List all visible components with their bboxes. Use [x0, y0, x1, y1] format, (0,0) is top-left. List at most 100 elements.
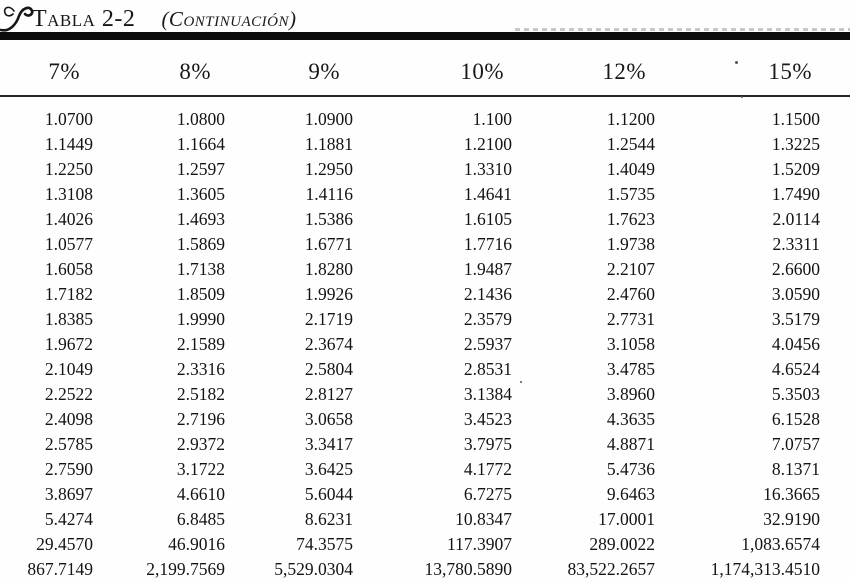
table-cell: 13,780.5890: [424, 559, 513, 579]
table-row: 29.4570 46.9016 74.3575 117.3907 289.0022 1,0…: [0, 532, 850, 557]
table-cell: 83,522.2657: [567, 559, 656, 579]
table-cell: 4.6610: [176, 484, 225, 504]
table-cell: 3.5179: [771, 309, 820, 329]
table-body: 1.0700 1.0800 1.0900 1.100 1.1200 1.1500 1.144…: [0, 96, 850, 582]
table-cell: 3.7975: [463, 434, 512, 454]
table-row: 2.4098 2.7196 3.0658 3.4523 4.3635 6.1528: [0, 407, 850, 432]
table-cell: 3.0658: [304, 409, 353, 429]
table-cell: 46.9016: [168, 534, 225, 554]
table-cell: 9.6463: [606, 484, 655, 504]
table-cell: 3.1058: [606, 334, 655, 354]
table-row: 1.2250 1.2597 1.2950 1.3310 1.4049 1.5209: [0, 157, 850, 182]
table-cell: 2.5937: [463, 334, 512, 354]
table-row: 1.0577 1.5869 1.6771 1.7716 1.9738 2.3311: [0, 232, 850, 257]
table-cell: 1.8509: [176, 284, 225, 304]
table-row: 1.0700 1.0800 1.0900 1.100 1.1200 1.1500: [0, 96, 850, 132]
table-cell: 1,174,313.4510: [710, 559, 820, 579]
table-cell: 2.7590: [44, 459, 93, 479]
table-cell: 1.1881: [304, 134, 353, 154]
table-cell: 2.9372: [176, 434, 225, 454]
table-cell: 1.9926: [304, 284, 353, 304]
table-cell: 3.1722: [176, 459, 225, 479]
table-cell: 3.8697: [44, 484, 93, 504]
table-cell: 117.3907: [447, 534, 512, 554]
table-cell: 1.1664: [176, 134, 225, 154]
table-cell: 2.7196: [176, 409, 225, 429]
table-cell: 2.8531: [463, 359, 512, 379]
scan-speck: [735, 61, 738, 64]
table-cell: 2.0114: [772, 209, 820, 229]
table-row: 1.3108 1.3605 1.4116 1.4641 1.5735 1.7490: [0, 182, 850, 207]
table-cell: 1.9990: [176, 309, 225, 329]
scan-speck: [741, 96, 743, 98]
table-cell: 1.3108: [44, 184, 93, 204]
table-cell: 2.1719: [304, 309, 353, 329]
table-cell: 1.4049: [606, 159, 655, 179]
table-cell: 1.2597: [176, 159, 225, 179]
table-cell: 1.0700: [44, 109, 93, 129]
column-header-7pct: 7%: [0, 42, 104, 97]
table-cell: 8.6231: [304, 509, 353, 529]
flourish-icon: [0, 6, 34, 32]
table-cell: 1.4693: [176, 209, 225, 229]
table-cell: 16.3665: [763, 484, 820, 504]
table-cell: 1.4641: [463, 184, 512, 204]
table-cell: 2.3311: [772, 234, 820, 254]
table-cell: 6.8485: [176, 509, 225, 529]
table-cell: 1.8280: [304, 259, 353, 279]
table-cell: 1.5386: [304, 209, 353, 229]
table-cell: 1.100: [472, 109, 512, 129]
table-cell: 1.7623: [606, 209, 655, 229]
table-cell: 2.4098: [44, 409, 93, 429]
table-cell: 4.6524: [771, 359, 820, 379]
table-cell: 7.0757: [771, 434, 820, 454]
table-cell: 1.1449: [44, 134, 93, 154]
table-row: 2.7590 3.1722 3.6425 4.1772 5.4736 8.1371: [0, 457, 850, 482]
table-cell: 1.6105: [463, 209, 512, 229]
table-title: Tabla 2-2 (Continuación): [0, 2, 296, 32]
table-header-row: 7% 8% 9% 10% 12% 15%: [0, 42, 850, 97]
column-header-15pct: 15%: [666, 42, 850, 97]
table-cell: 3.6425: [304, 459, 353, 479]
table-cell: 867.7149: [27, 559, 93, 579]
table-cell: 1.3225: [771, 134, 820, 154]
table-cell: 2.2522: [44, 384, 93, 404]
table-cell: 3.3417: [304, 434, 353, 454]
table-cell: 289.0022: [589, 534, 655, 554]
table-row: 1.9672 2.1589 2.3674 2.5937 3.1058 4.0456: [0, 332, 850, 357]
table-row: 2.5785 2.9372 3.3417 3.7975 4.8871 7.0757: [0, 432, 850, 457]
table-cell: 1.5209: [771, 159, 820, 179]
table-cell: 1.7182: [44, 284, 93, 304]
column-header-9pct: 9%: [236, 42, 364, 97]
table-cell: 8.1371: [771, 459, 820, 479]
table-cell: 5,529.0304: [274, 559, 353, 579]
table-cell: 3.0590: [771, 284, 820, 304]
table-cell: 1.6771: [304, 234, 353, 254]
table-cell: 2,199.7569: [146, 559, 225, 579]
table-cell: 10.8347: [455, 509, 512, 529]
table-cell: 6.1528: [771, 409, 820, 429]
table-row: 1.4026 1.4693 1.5386 1.6105 1.7623 2.0114: [0, 207, 850, 232]
top-rule: [0, 32, 850, 40]
table-cell: 1.2250: [44, 159, 93, 179]
table-row: 2.2522 2.5182 2.8127 3.1384 3.8960 5.3503: [0, 382, 850, 407]
table-cell: 1.3605: [176, 184, 225, 204]
table-cell: 2.1049: [44, 359, 93, 379]
interest-factor-table: 7% 8% 9% 10% 12% 15% 1.0700 1.0800 1.0900 1…: [0, 42, 850, 582]
table-cell: 1.9672: [44, 334, 93, 354]
table-cell: 1.7490: [771, 184, 820, 204]
table-row: 1.6058 1.7138 1.8280 1.9487 2.2107 2.6600: [0, 257, 850, 282]
table-cell: 1.5735: [606, 184, 655, 204]
table-cell: 1.2950: [304, 159, 353, 179]
table-cell: 1.5869: [176, 234, 225, 254]
table-row: 3.8697 4.6610 5.6044 6.7275 9.6463 16.3665: [0, 482, 850, 507]
table-cell: 3.4785: [606, 359, 655, 379]
table-cell: 1.0577: [44, 234, 93, 254]
table-cell: 1.2100: [463, 134, 512, 154]
table-cell: 17.0001: [598, 509, 655, 529]
table-cell: 1.1500: [771, 109, 820, 129]
table-cell: 2.7731: [606, 309, 655, 329]
column-header-10pct: 10%: [364, 42, 523, 97]
table-cell: 4.1772: [463, 459, 512, 479]
table-cell: 2.3579: [463, 309, 512, 329]
